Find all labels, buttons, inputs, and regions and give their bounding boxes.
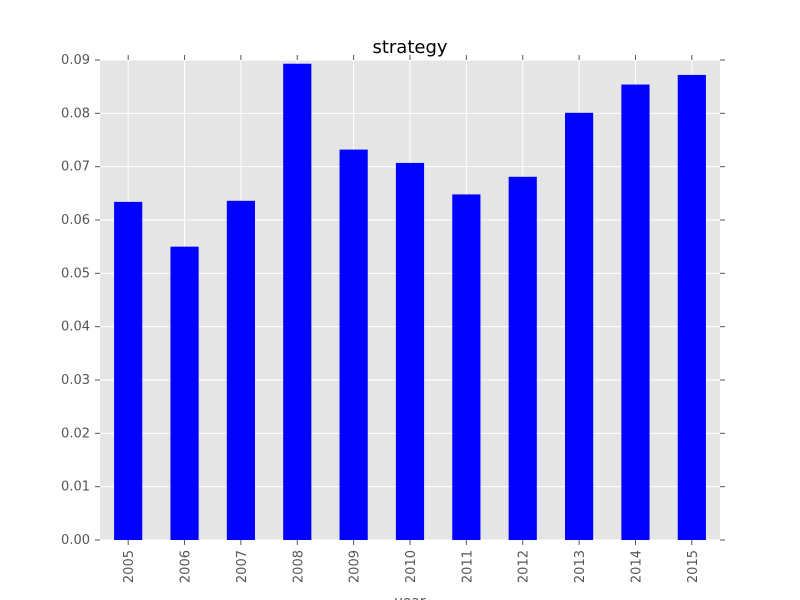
bar-2007 bbox=[226, 200, 255, 541]
bar-2005 bbox=[114, 201, 143, 540]
x-tick-labels: 2005 2006 2007 2008 2009 2010 2011 2012 2013 2014… bbox=[122, 550, 701, 583]
x-tick-label: 2013 bbox=[573, 550, 588, 583]
y-tick-label: 0.01 bbox=[61, 480, 90, 495]
x-tick-label: 2009 bbox=[348, 550, 363, 583]
x-tick-label: 2007 bbox=[235, 550, 250, 583]
y-tick-label: 0.07 bbox=[61, 160, 90, 175]
y-tick-label: 0.05 bbox=[61, 266, 90, 281]
bar-2011 bbox=[452, 194, 481, 540]
y-tick-label: 0.08 bbox=[61, 106, 90, 121]
x-tick-label: 2015 bbox=[686, 550, 701, 583]
bar-2010 bbox=[395, 162, 425, 540]
y-tick-label: 0.04 bbox=[61, 320, 90, 335]
axis-ticks bbox=[95, 55, 725, 545]
x-tick-label: 2006 bbox=[179, 550, 194, 583]
bar-2014 bbox=[621, 84, 650, 541]
x-tick-label: 2011 bbox=[460, 550, 475, 583]
x-tick-label: 2012 bbox=[517, 550, 532, 583]
bar-2008 bbox=[283, 63, 312, 540]
x-tick-label: 2008 bbox=[291, 550, 306, 583]
bar-2015 bbox=[677, 74, 706, 540]
x-axis-label: year bbox=[394, 594, 425, 600]
x-tick-label: 2005 bbox=[122, 550, 137, 583]
y-tick-label: 0.06 bbox=[61, 213, 90, 228]
y-tick-label: 0.02 bbox=[61, 426, 90, 441]
bars bbox=[114, 63, 706, 541]
bar-2009 bbox=[339, 149, 368, 540]
x-tick-label: 2014 bbox=[629, 550, 644, 583]
y-tick-label: 0.09 bbox=[61, 53, 90, 68]
y-tick-label: 0.03 bbox=[61, 373, 90, 388]
bar-2012 bbox=[508, 176, 537, 541]
y-tick-label: 0.00 bbox=[61, 533, 90, 548]
y-tick-labels: 0.00 0.01 0.02 0.03 0.04 0.05 0.06 0.07 0.08 0.09 bbox=[61, 53, 90, 548]
bar-2006 bbox=[170, 246, 199, 540]
x-tick-label: 2010 bbox=[404, 550, 419, 583]
chart-title: strategy bbox=[372, 37, 447, 58]
bar-2013 bbox=[565, 112, 594, 541]
